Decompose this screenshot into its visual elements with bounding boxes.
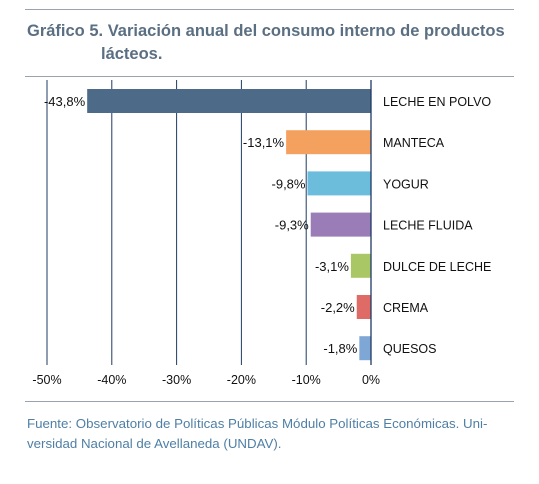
category-label: LECHE FLUIDA [383,219,473,233]
x-tick-label: 0% [362,373,380,387]
category-label: YOGUR [383,177,429,191]
bar-value-label: -1,8% [323,341,357,356]
bar [310,212,371,237]
bar-value-label: -9,3% [275,218,309,233]
bar [286,130,371,155]
x-tick-label: -40% [97,373,126,387]
category-label: QUESOS [383,342,437,356]
bar [307,171,371,196]
bar [87,89,372,113]
chart-title-line-2: lácteos. [101,45,163,63]
bar-value-label: -13,1% [243,135,285,150]
x-tick-label: -20% [227,373,256,387]
category-label: LECHE EN POLVO [383,95,491,109]
source-line-1: Fuente: Observatorio de Políticas Públic… [27,416,488,431]
bar [359,336,371,361]
bar-value-label: -9,8% [272,176,306,191]
category-label: MANTECA [383,136,445,150]
bar [356,295,371,319]
x-tick-label: -50% [32,373,61,387]
chart-title-line-1: Gráfico 5. Variación anual del consumo i… [27,22,505,40]
bar-value-label: -2,2% [321,300,355,315]
bar [350,253,371,278]
chart-title: Gráfico 5. Variación anual del consumo i… [27,20,517,66]
x-tick-label: -10% [292,373,321,387]
bottom-rule [25,401,514,402]
category-label: DULCE DE LECHE [383,260,491,274]
x-tick-label: -30% [162,373,191,387]
category-label: CREMA [383,301,429,315]
top-rule [25,9,514,10]
bar-value-label: -3,1% [315,259,349,274]
source-line-2: versidad Nacional de Avellaneda (UNDAV). [27,436,282,451]
title-rule [25,76,514,77]
bar-value-label: -43,8% [44,94,86,109]
bar-chart: -43,8% LECHE EN POLVO -13,1% MANTECA -9,8% YO… [32,80,491,387]
source-note: Fuente: Observatorio de Políticas Públic… [27,414,517,454]
